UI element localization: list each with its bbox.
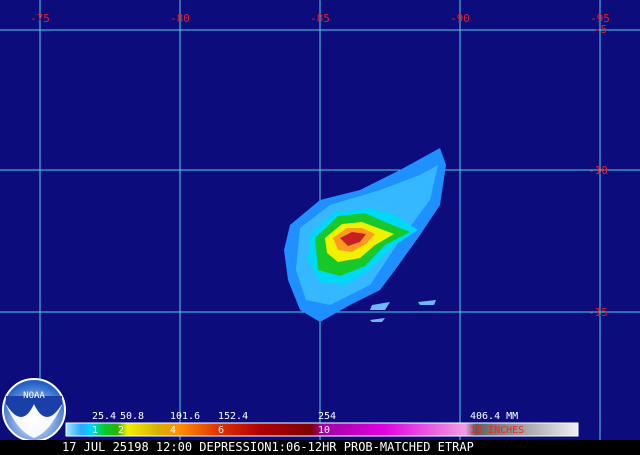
longitude-label: -80 <box>170 12 190 25</box>
latitude-label: -10 <box>588 164 608 177</box>
inch-label: 16 INCHES <box>470 425 524 436</box>
mm-label: 254 <box>318 411 336 422</box>
mm-label: 50.8 <box>120 411 144 422</box>
latitude-labels: -5 -10 -15 <box>588 23 608 319</box>
longitude-label: -85 <box>310 12 330 25</box>
caption-bar <box>0 440 640 455</box>
mm-label: 406.4 MM <box>470 411 518 422</box>
color-bar <box>65 422 579 437</box>
logo-text: NOAA <box>23 391 45 401</box>
legend: 25.4 50.8 101.6 152.4 254 406.4 MM 1 2 4… <box>65 411 579 437</box>
longitude-label: -95 <box>590 12 610 25</box>
mm-label: 101.6 <box>170 411 200 422</box>
inch-label: 1 <box>92 425 98 436</box>
inch-label: 2 <box>118 425 124 436</box>
longitude-labels: -75 -80 -85 -90 -95 <box>30 12 610 25</box>
latitude-label: -5 <box>594 23 607 36</box>
mm-label: 152.4 <box>218 411 248 422</box>
caption: 17 JUL 25198 12:00 DEPRESSION1:06-12HR P… <box>62 440 474 454</box>
mm-label: 25.4 <box>92 411 116 422</box>
inch-label: 4 <box>170 425 176 436</box>
inch-label: 10 <box>318 425 330 436</box>
longitude-label: -90 <box>450 12 470 25</box>
rainfall-field <box>284 148 446 322</box>
noaa-logo: NOAA <box>2 378 66 442</box>
longitude-label: -75 <box>30 12 50 25</box>
inch-label: 6 <box>218 425 224 436</box>
latitude-label: -15 <box>588 306 608 319</box>
